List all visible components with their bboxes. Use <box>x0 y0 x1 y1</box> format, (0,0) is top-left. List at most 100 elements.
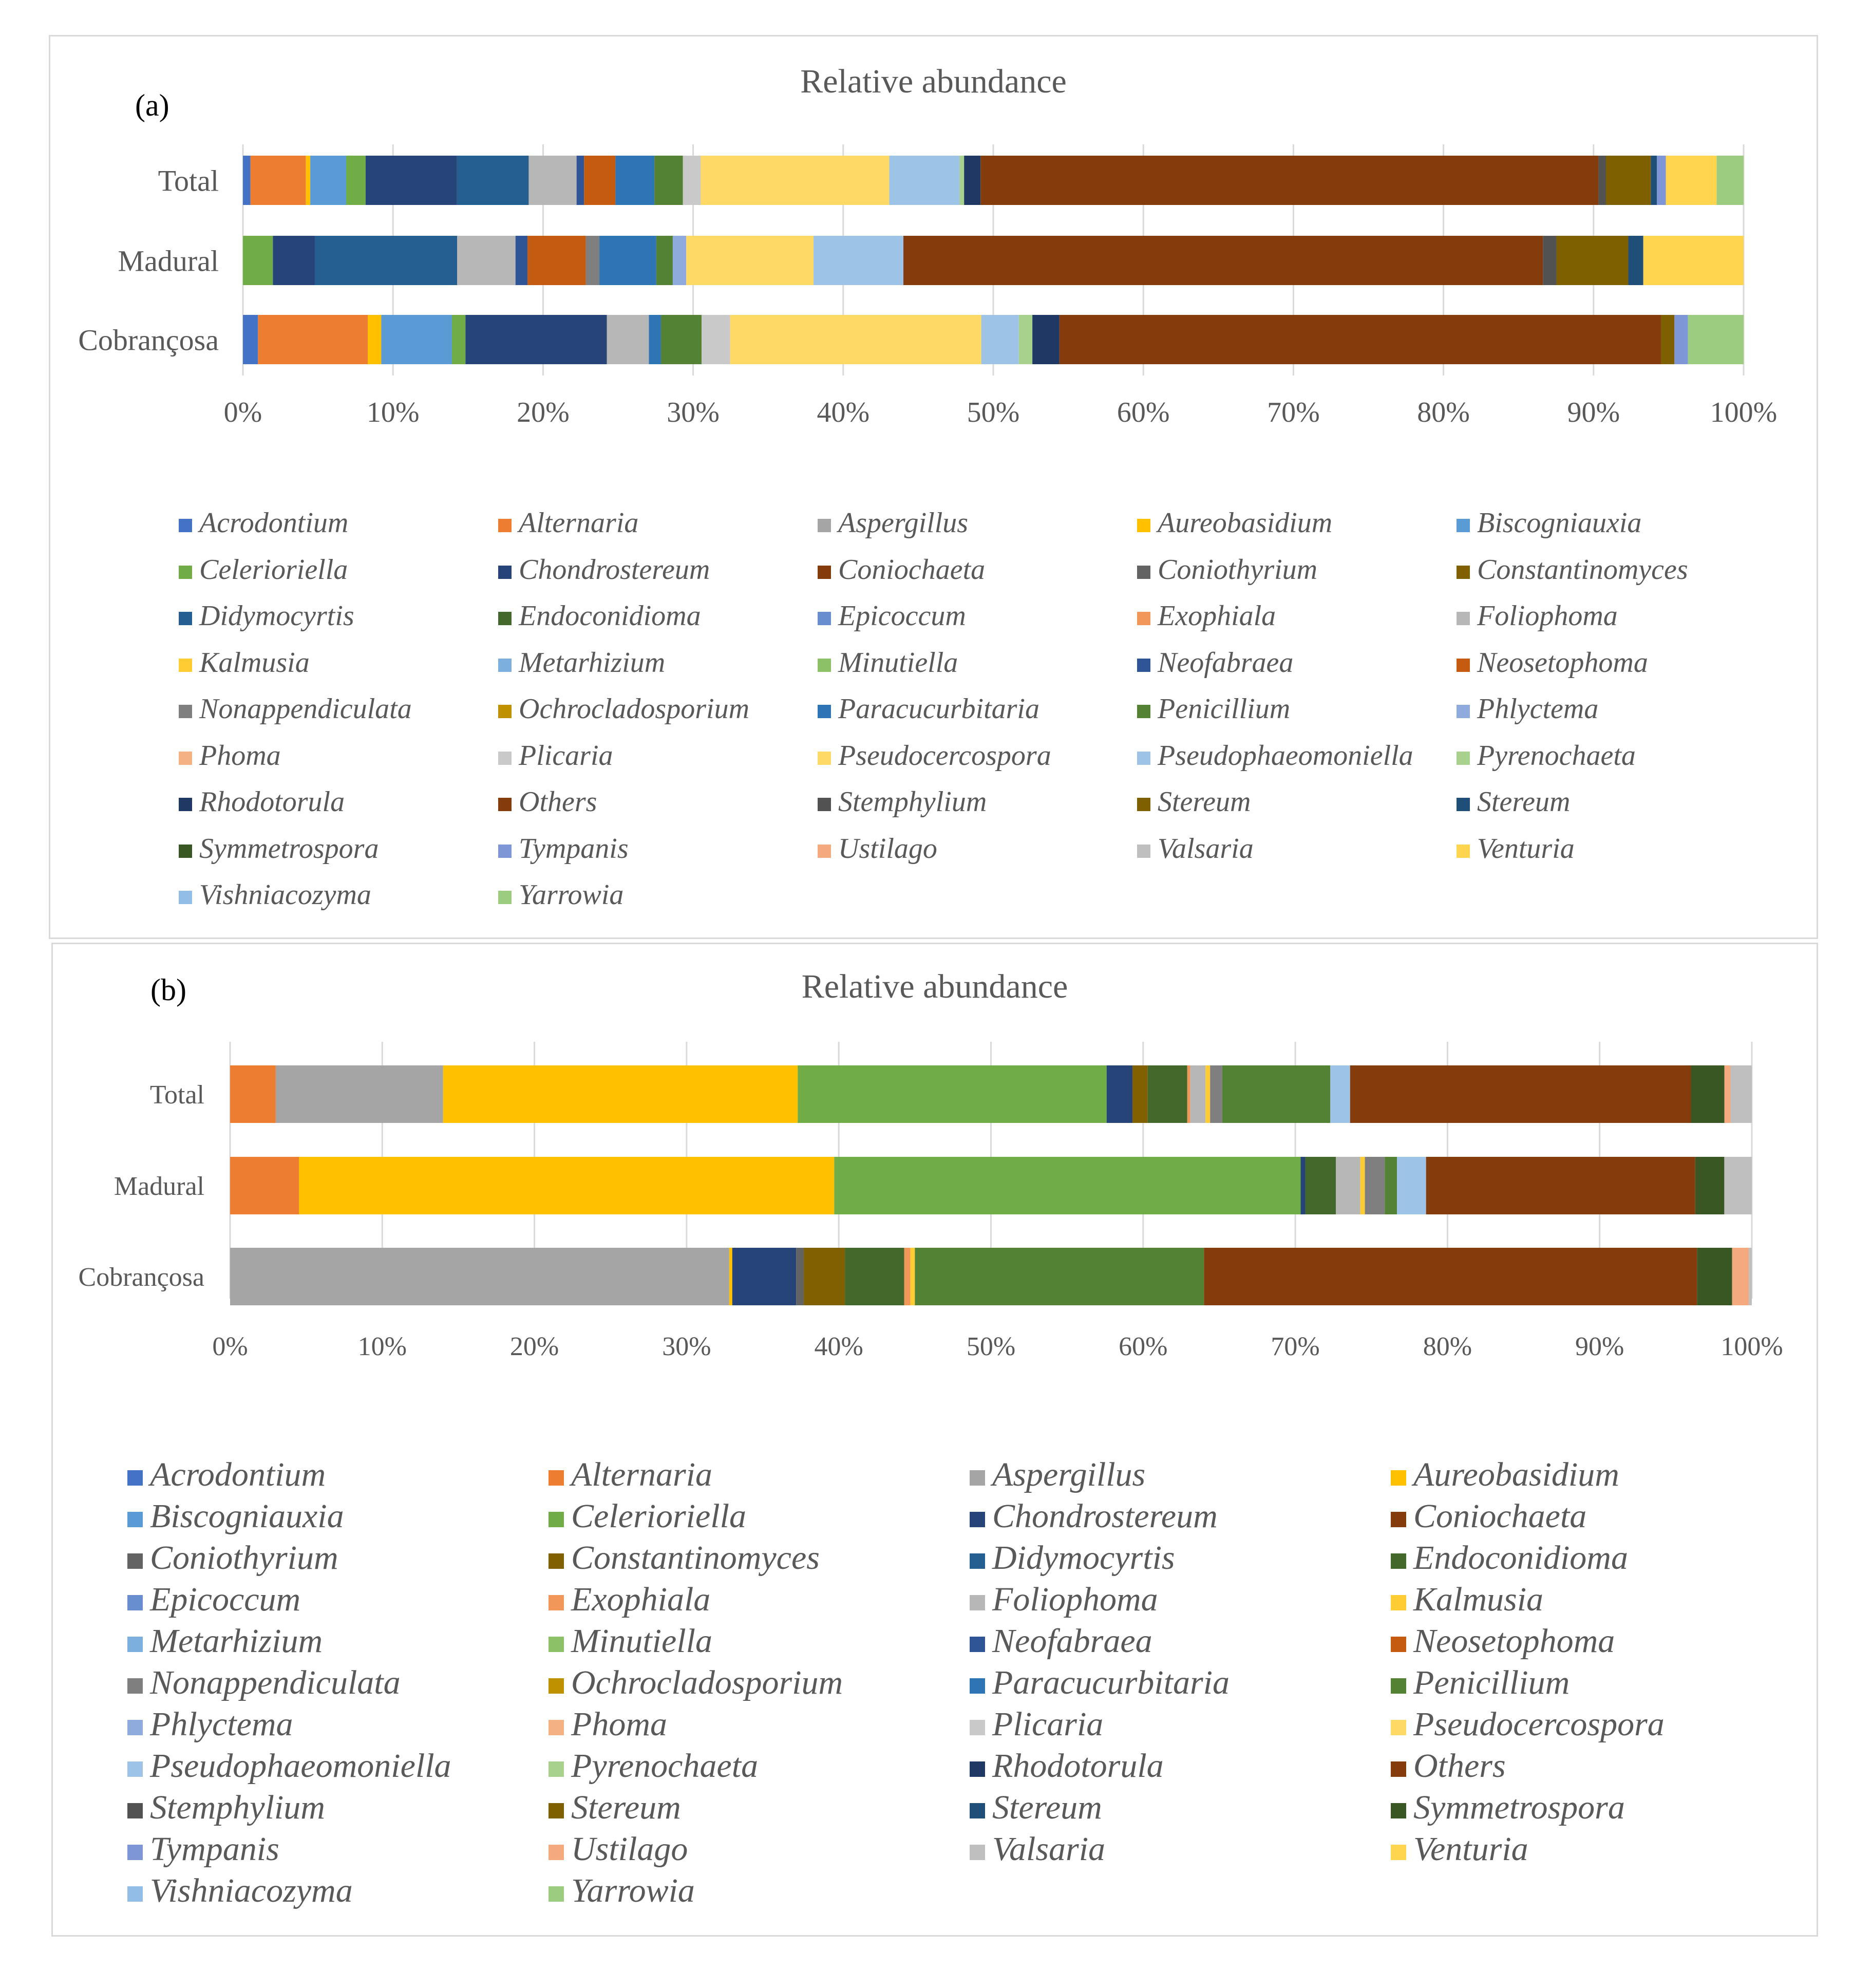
legend-item-exophiala: Exophiala <box>549 1580 710 1619</box>
legend-label: Pyrenochaeta <box>571 1747 759 1785</box>
legend-label: Aspergillus <box>992 1456 1146 1493</box>
bar-segment-acrodontium-total <box>243 156 251 205</box>
bar-segment-stereum-cobrancosa <box>1660 315 1675 364</box>
legend-label: Constantinomyces <box>1477 553 1688 586</box>
x-tick-label: 90% <box>1575 1332 1624 1361</box>
legend-item-neofabraea: Neofabraea <box>1137 646 1293 679</box>
legend-label: Stereum <box>992 1789 1102 1826</box>
legend-swatch <box>179 519 192 533</box>
legend-swatch <box>970 1803 985 1818</box>
bar-segment-others-madural <box>1426 1157 1695 1214</box>
bar-segment-aureobasidium-total <box>306 156 311 205</box>
bar-segment-ustilago-cobrancosa <box>1732 1248 1749 1305</box>
legend-swatch <box>970 1511 985 1527</box>
legend-label: Others <box>1413 1747 1506 1785</box>
legend-label: Nonappendiculata <box>150 1664 401 1701</box>
bar-segment-alternaria-total <box>230 1065 276 1123</box>
legend-swatch <box>549 1886 564 1902</box>
legend-label: Minutiella <box>571 1622 712 1660</box>
legend-swatch <box>970 1595 985 1610</box>
legend-label: Metarhizium <box>519 646 666 679</box>
legend-item-foliophoma: Foliophoma <box>970 1580 1158 1619</box>
legend-swatch <box>179 658 192 672</box>
legend-label: Biscogniauxia <box>150 1497 344 1535</box>
legend-item-pyrenochaeta: Pyrenochaeta <box>549 1747 758 1786</box>
legend-swatch <box>1391 1470 1406 1486</box>
legend-item-exophiala: Exophiala <box>1137 599 1276 632</box>
legend-swatch <box>1391 1803 1406 1818</box>
legend-item-kalmusia: Kalmusia <box>179 646 310 679</box>
legend-label: Coniochaeta <box>838 553 986 586</box>
bar-segment-biscogniauxia-total <box>310 156 347 205</box>
panel-a-label: (a) <box>135 88 169 122</box>
legend-swatch <box>549 1636 564 1652</box>
bar-segment-chondrostereum-madural <box>273 236 315 285</box>
bar-segment-constantinomyces-total <box>1132 1065 1148 1123</box>
legend-swatch <box>179 565 192 579</box>
legend-item-stemphylium: Stemphylium <box>818 785 987 818</box>
bar-segment-plicaria-total <box>683 156 701 205</box>
legend-label: Pyrenochaeta <box>1477 739 1636 772</box>
legend-item-metarhizium: Metarhizium <box>127 1622 323 1661</box>
legend-item-coniochaeta: Coniochaeta <box>1391 1497 1586 1536</box>
bar-segment-penicillium-cobrancosa <box>660 315 702 364</box>
legend-label: Coniothyrium <box>150 1539 338 1577</box>
bar-segment-pseudophaeomoniella-madural <box>1397 1157 1426 1214</box>
legend-label: Alternaria <box>519 507 639 539</box>
x-tick-label: 50% <box>967 1332 1015 1361</box>
bar-segment-penicillium-total <box>654 156 683 205</box>
legend-label: Exophiala <box>571 1581 711 1618</box>
legend-label: Plicaria <box>519 739 613 772</box>
legend-swatch <box>549 1553 564 1569</box>
legend-label: Paracucurbitaria <box>992 1664 1230 1701</box>
legend-item-alternaria: Alternaria <box>549 1455 712 1494</box>
bar-segment-aureobasidium-cobrancosa <box>368 315 382 364</box>
legend-item-tympanis: Tympanis <box>127 1830 279 1869</box>
legend-label: Venturia <box>1477 832 1575 865</box>
bar-segment-others-cobrancosa <box>1204 1248 1697 1305</box>
legend-label: Pseudophaeomoniella <box>1158 739 1413 772</box>
legend-swatch <box>970 1636 985 1652</box>
legend-swatch <box>498 891 512 905</box>
bar-segment-nonappendiculata-madural <box>585 236 600 285</box>
bar-segment-stereum-total <box>1605 156 1651 205</box>
bar-segment-penicillium-cobrancosa <box>915 1248 1204 1305</box>
legend-item-paracucurbitaria: Paracucurbitaria <box>970 1663 1230 1702</box>
legend-swatch <box>1457 519 1470 533</box>
legend-item-stereum: Stereum <box>1457 785 1570 818</box>
legend-label: Rhodotorula <box>992 1747 1164 1785</box>
legend-item-endoconidioma: Endoconidioma <box>498 599 701 632</box>
legend-swatch <box>818 751 831 765</box>
bar-segment-chondrostereum-cobrancosa <box>465 315 607 364</box>
x-tick-label: 10% <box>367 397 420 428</box>
legend-label: Ochrocladosporium <box>571 1664 843 1701</box>
legend-item-endoconidioma: Endoconidioma <box>1391 1539 1628 1578</box>
bar-segment-stereum-2-total <box>1651 156 1657 205</box>
legend-item-constantinomyces: Constantinomyces <box>1457 553 1688 586</box>
legend-swatch <box>1457 612 1470 626</box>
bar-segment-tympanis-total <box>1657 156 1666 205</box>
x-tick-label: 10% <box>358 1332 407 1361</box>
legend-item-didymocyrtis: Didymocyrtis <box>179 599 354 632</box>
x-tick-label: 60% <box>1117 397 1170 428</box>
bar-segment-didymocyrtis-total <box>457 156 529 205</box>
legend-label: Pseudophaeomoniella <box>150 1747 451 1785</box>
legend-label: Ustilago <box>571 1830 688 1868</box>
legend-label: Penicillium <box>1158 693 1291 725</box>
legend-swatch <box>1457 751 1470 765</box>
legend-label: Phlyctema <box>1477 693 1599 725</box>
bar-segment-foliophoma-madural <box>457 236 516 285</box>
legend-item-neosetophoma: Neosetophoma <box>1391 1622 1615 1661</box>
legend-item-ustilago: Ustilago <box>818 832 937 865</box>
x-tick-label: 40% <box>815 1332 863 1361</box>
panel-a: (a) Relative abundance 0% 10% 20% 30% 40% 50%… <box>49 35 1818 939</box>
legend-item-minutiella: Minutiella <box>818 646 958 679</box>
legend-label: Phlyctema <box>150 1705 293 1743</box>
bar-segment-symmetrospora-madural <box>1695 1157 1725 1214</box>
legend-item-didymocyrtis: Didymocyrtis <box>970 1539 1175 1578</box>
bar-segment-coniothyrium-cobrancosa <box>796 1248 804 1305</box>
bar-segment-others-total <box>980 156 1599 205</box>
bar-segment-yarrowia-cobrancosa <box>1688 315 1744 364</box>
legend-item-acrodontium: Acrodontium <box>179 507 348 539</box>
legend-item-coniothyrium: Coniothyrium <box>1137 553 1317 586</box>
